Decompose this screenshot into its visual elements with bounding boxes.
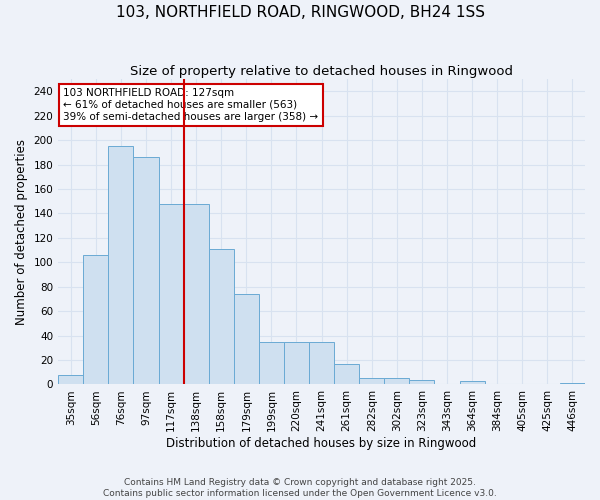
Bar <box>133 158 158 384</box>
Bar <box>359 378 385 384</box>
Bar <box>309 342 334 384</box>
Bar <box>385 378 409 384</box>
Bar <box>284 342 309 384</box>
Bar <box>259 342 284 384</box>
Bar <box>334 364 359 384</box>
Bar <box>83 255 109 384</box>
Text: Contains HM Land Registry data © Crown copyright and database right 2025.
Contai: Contains HM Land Registry data © Crown c… <box>103 478 497 498</box>
X-axis label: Distribution of detached houses by size in Ringwood: Distribution of detached houses by size … <box>166 437 477 450</box>
Bar <box>209 249 234 384</box>
Bar <box>109 146 133 384</box>
Bar <box>184 204 209 384</box>
Text: 103 NORTHFIELD ROAD: 127sqm
← 61% of detached houses are smaller (563)
39% of se: 103 NORTHFIELD ROAD: 127sqm ← 61% of det… <box>64 88 319 122</box>
Y-axis label: Number of detached properties: Number of detached properties <box>15 139 28 325</box>
Text: 103, NORTHFIELD ROAD, RINGWOOD, BH24 1SS: 103, NORTHFIELD ROAD, RINGWOOD, BH24 1SS <box>115 5 485 20</box>
Bar <box>158 204 184 384</box>
Bar <box>460 381 485 384</box>
Bar <box>234 294 259 384</box>
Bar <box>409 380 434 384</box>
Title: Size of property relative to detached houses in Ringwood: Size of property relative to detached ho… <box>130 65 513 78</box>
Bar <box>560 383 585 384</box>
Bar <box>58 374 83 384</box>
